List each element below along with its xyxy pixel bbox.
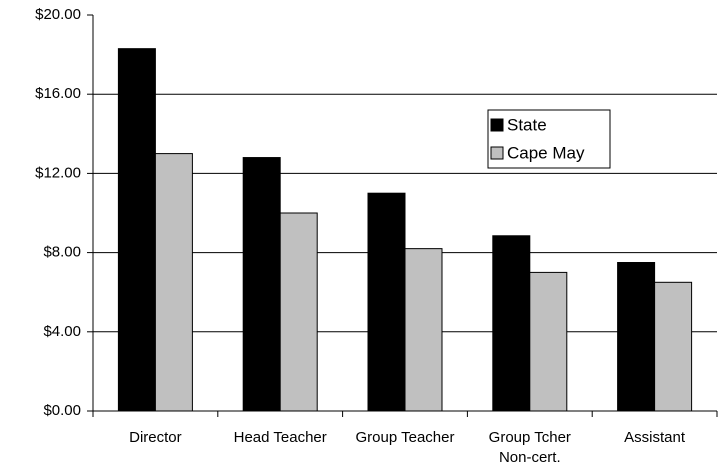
bar bbox=[617, 262, 656, 412]
bar bbox=[117, 48, 156, 412]
y-tick-label: $12.00 bbox=[35, 164, 81, 181]
bar bbox=[279, 212, 318, 412]
bar bbox=[529, 271, 568, 412]
x-tick-label: Head Teacher bbox=[234, 429, 327, 446]
x-tick-label: Director bbox=[129, 429, 182, 446]
y-tick-label: $20.00 bbox=[35, 6, 81, 23]
bar bbox=[654, 281, 693, 412]
y-tick-label: $16.00 bbox=[35, 85, 81, 102]
legend-label: Cape May bbox=[507, 143, 585, 162]
x-tick-label: Group Tcher Non-cert. bbox=[489, 429, 571, 466]
bar bbox=[404, 248, 443, 412]
bar bbox=[154, 153, 193, 412]
x-tick-label: Group Teacher bbox=[356, 429, 455, 446]
x-tick-line: Non-cert. bbox=[499, 449, 561, 466]
legend-swatch bbox=[490, 146, 504, 160]
bar bbox=[367, 192, 406, 412]
y-tick-label: $0.00 bbox=[43, 402, 81, 419]
y-tick-label: $4.00 bbox=[43, 323, 81, 340]
legend-box bbox=[487, 109, 611, 169]
bar bbox=[242, 157, 281, 412]
legend-label: State bbox=[507, 115, 547, 134]
legend-swatch bbox=[490, 118, 504, 132]
bar bbox=[492, 235, 531, 412]
x-tick-line: Group Tcher bbox=[489, 429, 571, 446]
x-tick-label: Assistant bbox=[624, 429, 686, 446]
y-tick-label: $8.00 bbox=[43, 244, 81, 261]
